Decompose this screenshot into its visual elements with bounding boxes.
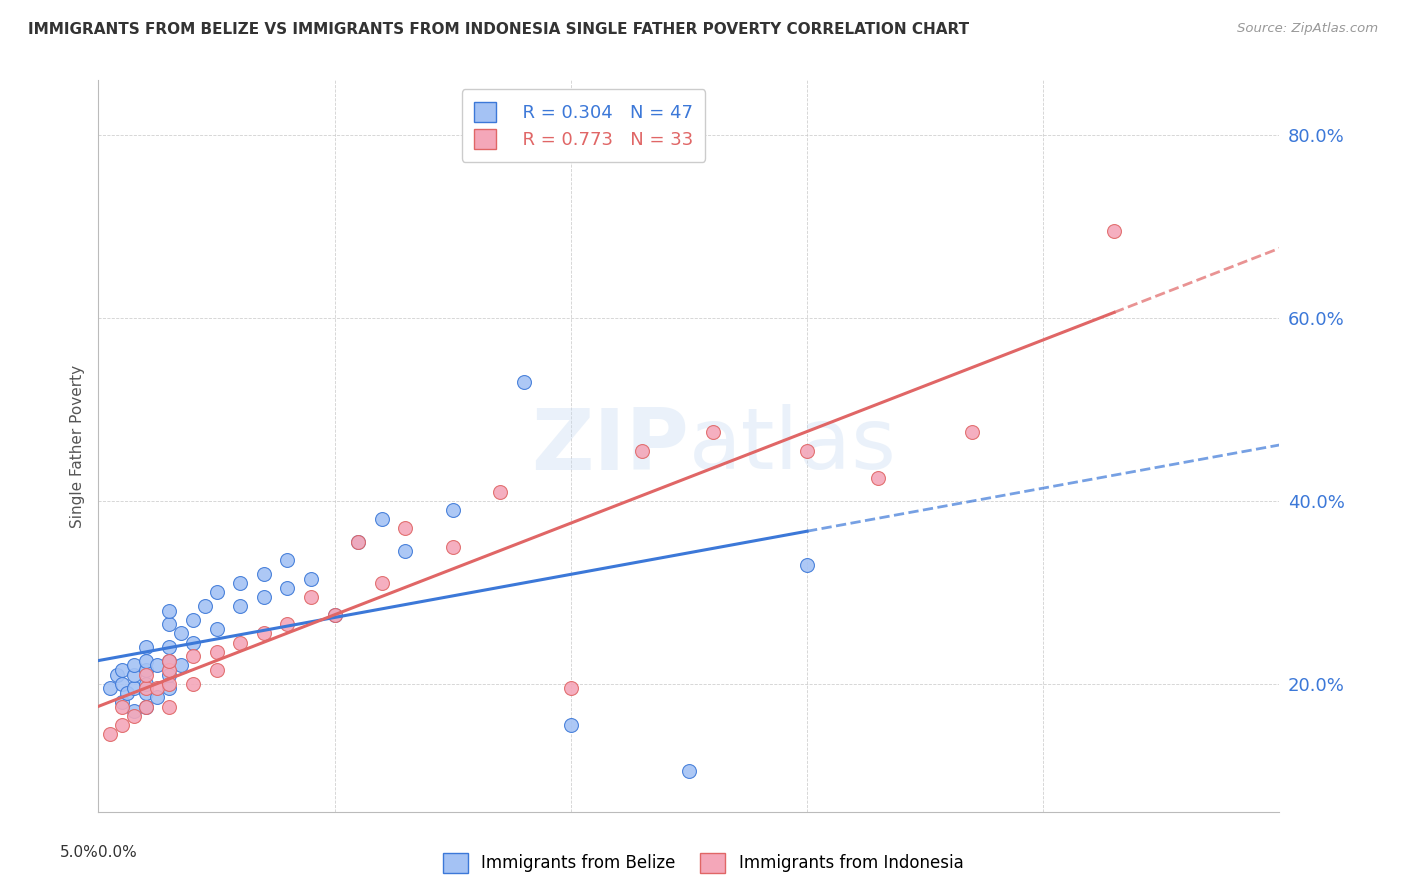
Point [866,471,889,485]
Point [512,375,534,389]
Point [299,572,322,586]
Point [205,645,228,659]
Point [253,567,276,582]
Point [276,581,298,595]
Point [98,681,121,696]
Text: ZIP: ZIP [531,404,689,488]
Point [111,676,134,690]
Point [962,425,984,440]
Point [678,764,700,778]
Point [111,695,134,709]
Point [135,681,157,696]
Point [122,708,145,723]
Point [276,553,298,567]
Point [1102,224,1125,238]
Point [146,690,169,705]
Point [157,603,180,617]
Point [489,484,512,499]
Point [122,704,145,718]
Point [205,585,228,599]
Point [157,681,180,696]
Point [347,535,370,549]
Point [229,599,252,613]
Point [157,640,180,655]
Point [181,676,204,690]
Point [323,608,346,623]
Point [323,608,346,623]
Point [157,617,180,632]
Point [157,654,180,668]
Point [111,663,134,677]
Point [441,503,464,517]
Point [135,640,157,655]
Point [796,443,818,458]
Point [157,654,180,668]
Point [702,425,724,440]
Text: Source: ZipAtlas.com: Source: ZipAtlas.com [1237,22,1378,36]
Point [122,658,145,673]
Legend: Immigrants from Belize, Immigrants from Indonesia: Immigrants from Belize, Immigrants from … [436,847,970,880]
Point [157,663,180,677]
Point [560,718,582,732]
Text: atlas: atlas [689,404,897,488]
Point [205,663,228,677]
Point [111,718,134,732]
Point [115,686,138,700]
Point [630,443,652,458]
Point [299,590,322,604]
Point [229,635,252,649]
Point [394,544,416,558]
Point [146,681,169,696]
Point [181,649,204,664]
Point [135,699,157,714]
Point [135,654,157,668]
Point [146,658,169,673]
Text: 5.0%: 5.0% [59,845,98,860]
Point [157,667,180,681]
Legend:   R = 0.304   N = 47,   R = 0.773   N = 33: R = 0.304 N = 47, R = 0.773 N = 33 [461,89,706,161]
Point [157,699,180,714]
Point [205,622,228,636]
Point [135,676,157,690]
Point [441,540,464,554]
Text: IMMIGRANTS FROM BELIZE VS IMMIGRANTS FROM INDONESIA SINGLE FATHER POVERTY CORREL: IMMIGRANTS FROM BELIZE VS IMMIGRANTS FRO… [28,22,969,37]
Point [347,535,370,549]
Text: 0.0%: 0.0% [98,845,138,860]
Point [122,667,145,681]
Point [135,686,157,700]
Point [135,663,157,677]
Point [371,576,394,591]
Y-axis label: Single Father Poverty: Single Father Poverty [70,365,86,527]
Point [394,521,416,535]
Point [253,626,276,640]
Point [371,512,394,526]
Point [194,599,217,613]
Point [122,681,145,696]
Point [135,667,157,681]
Point [170,626,193,640]
Point [276,617,298,632]
Point [796,558,818,572]
Point [181,613,204,627]
Point [253,590,276,604]
Point [105,667,128,681]
Point [229,576,252,591]
Point [111,699,134,714]
Point [560,681,582,696]
Point [98,727,121,741]
Point [170,658,193,673]
Point [157,676,180,690]
Point [135,699,157,714]
Point [181,635,204,649]
